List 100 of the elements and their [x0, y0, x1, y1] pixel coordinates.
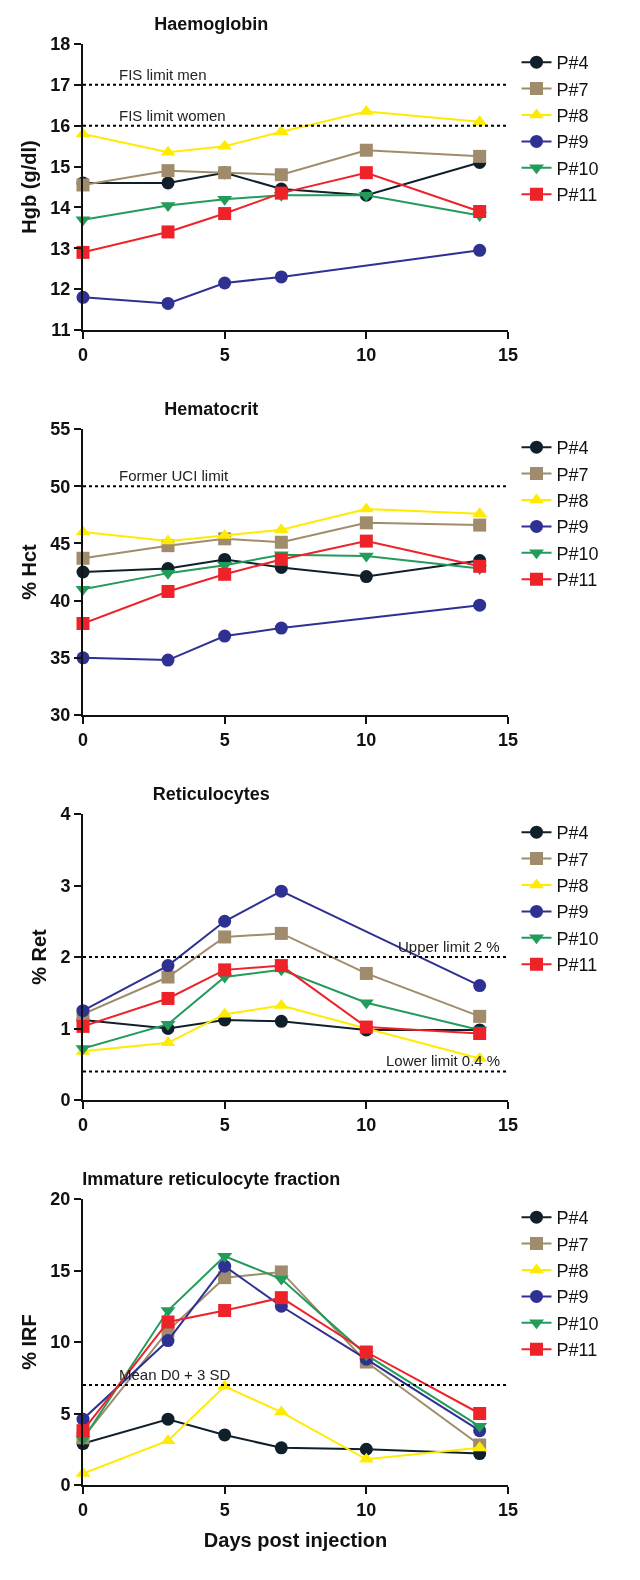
x-tick-label: 0: [77, 1499, 89, 1520]
legend-label: P#11: [556, 570, 598, 591]
point: [161, 176, 175, 190]
point: [218, 1259, 232, 1273]
chart-title: Haemoglobin: [154, 14, 269, 35]
point: [274, 535, 288, 549]
y-tick-label: 30: [50, 705, 71, 726]
point: [218, 567, 232, 581]
chart-title: Immature reticulocyte fraction: [82, 1169, 341, 1190]
point: [473, 979, 487, 993]
point: [473, 598, 487, 612]
x-axis-title: Days post injection: [203, 1528, 388, 1551]
legend-label: P#8: [556, 1261, 589, 1282]
y-tick-label: 4: [60, 804, 71, 825]
point: [274, 168, 288, 182]
point: [161, 225, 175, 239]
point: [359, 966, 373, 980]
legend-label: P#9: [556, 517, 589, 538]
ref-line-label: FIS limit women: [119, 107, 226, 124]
point: [473, 149, 487, 163]
y-axis-title: Hgb (g/dl): [18, 140, 41, 234]
y-tick-label: 55: [50, 419, 71, 440]
legend-label: P#9: [556, 902, 589, 923]
point: [473, 243, 487, 257]
point: [359, 516, 373, 530]
y-tick-label: 13: [50, 238, 71, 259]
point: [218, 1304, 232, 1318]
y-tick-label: 0: [60, 1475, 71, 1496]
point: [161, 296, 175, 310]
point: [161, 1315, 175, 1329]
y-tick-label: 14: [50, 197, 71, 218]
legend-label: P#7: [556, 849, 589, 870]
legend-label: P#11: [556, 955, 598, 976]
point: [359, 534, 373, 548]
y-tick-label: 3: [60, 875, 71, 896]
chart-title: Reticulocytes: [152, 784, 270, 805]
legend-label: P#4: [556, 1208, 589, 1229]
y-tick-label: 20: [50, 1189, 71, 1210]
point: [218, 207, 232, 221]
ref-line-label: Lower limit 0.4 %: [386, 1052, 501, 1069]
y-tick-label: 10: [50, 1332, 71, 1353]
x-tick-label: 0: [77, 344, 89, 365]
point: [359, 143, 373, 157]
legend-label: P#10: [556, 1313, 599, 1334]
y-axis-title: % Hct: [18, 543, 41, 600]
legend-label: P#7: [556, 79, 589, 100]
x-tick-label: 15: [497, 729, 519, 750]
chart-title: Hematocrit: [164, 399, 259, 420]
point: [161, 1412, 175, 1426]
point: [161, 164, 175, 178]
point: [359, 1345, 373, 1359]
legend-label: P#8: [556, 491, 589, 512]
point: [359, 570, 373, 584]
x-tick-label: 5: [219, 344, 230, 365]
point: [473, 1027, 487, 1041]
point: [218, 930, 232, 944]
x-tick-label: 5: [219, 1114, 230, 1135]
x-tick-label: 10: [356, 729, 377, 750]
point: [218, 276, 232, 290]
x-tick-label: 5: [219, 1499, 230, 1520]
y-tick-label: 15: [50, 1260, 71, 1281]
y-tick-label: 40: [50, 590, 71, 611]
y-tick-label: 15: [50, 156, 71, 177]
legend-label: P#8: [556, 876, 589, 897]
y-tick-label: 18: [50, 34, 71, 55]
legend-label: P#8: [556, 106, 589, 127]
y-axis-title: % Ret: [28, 928, 51, 985]
point: [218, 629, 232, 643]
point: [359, 1442, 373, 1456]
point: [274, 186, 288, 200]
point: [218, 1428, 232, 1442]
point: [161, 959, 175, 973]
point: [274, 926, 288, 940]
legend-label: P#4: [556, 438, 589, 459]
point: [274, 959, 288, 973]
y-tick-label: 45: [50, 533, 71, 554]
legend-label: P#9: [556, 132, 589, 153]
x-tick-label: 15: [497, 1114, 519, 1135]
point: [274, 621, 288, 635]
point: [274, 1291, 288, 1305]
legend-label: P#11: [556, 185, 598, 206]
ref-line-label: Former UCI limit: [119, 467, 229, 484]
point: [473, 1407, 487, 1420]
y-tick-label: 0: [60, 1090, 71, 1111]
x-tick-label: 10: [356, 344, 377, 365]
point: [359, 166, 373, 180]
legend-label: P#10: [556, 543, 599, 564]
point: [473, 1009, 487, 1023]
y-tick-label: 12: [50, 279, 71, 300]
y-tick-label: 2: [60, 947, 71, 968]
x-tick-label: 10: [356, 1114, 377, 1135]
point: [218, 963, 232, 977]
y-axis-title: % IRF: [18, 1314, 41, 1370]
legend-label: P#11: [556, 1340, 598, 1361]
point: [274, 552, 288, 566]
point: [274, 270, 288, 284]
point: [161, 970, 175, 984]
y-tick-label: 1: [60, 1018, 71, 1039]
x-tick-label: 10: [356, 1499, 377, 1520]
point: [161, 584, 175, 598]
